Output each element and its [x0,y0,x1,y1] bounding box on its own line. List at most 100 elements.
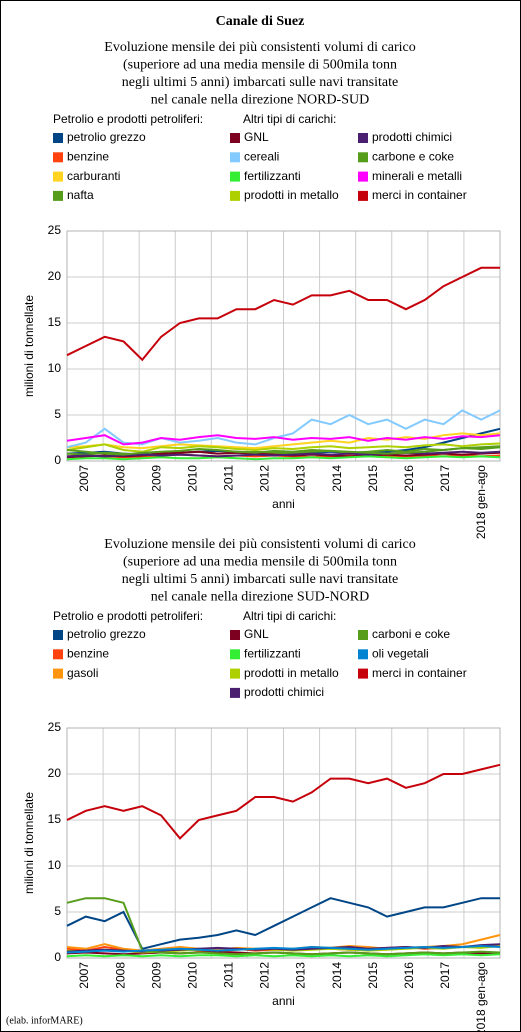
series-line [66,266,500,362]
x-tick-label: 2011 [222,465,236,491]
x-tick-label: 2008 [113,962,127,989]
legend-label: GNL [244,627,269,641]
y-tick-label: 15 [48,812,62,826]
legend-label: benzine [67,646,109,660]
legend-swatch [230,668,240,679]
chart-subtitle: (superiore ad una media mensile di 500mi… [123,58,397,73]
y-tick-label: 15 [48,315,62,329]
legend-label: carburanti [67,169,120,183]
legend-label: fertilizzanti [244,646,301,660]
series-line [66,442,501,453]
x-tick-label: 2012 [258,962,272,989]
legend-title: Petrolio e prodotti petroliferi: [53,112,203,126]
series-line [66,409,501,449]
series-line [66,953,501,958]
chart-subtitle: negli ultimi 5 anni) imbarcati sulle nav… [122,572,398,587]
x-tick-label: 2016 [402,962,416,989]
series-line [66,446,501,456]
x-tick-label: 2014 [330,465,344,492]
x-tick-label: 2007 [77,465,91,492]
legend-swatch [53,152,63,163]
legend-swatch [230,649,240,660]
legend-swatch [358,133,368,143]
series-line [66,434,501,446]
credit: (elab. inforMARE) [6,1015,83,1026]
y-tick-label: 10 [48,361,62,375]
x-tick-label: 2015 [366,465,380,492]
chart-subtitle: nel canale nella direzione SUD-NORD [151,590,369,605]
y-tick-label: 20 [48,766,62,780]
legend-swatch [358,630,368,640]
x-tick-label: 2009 [149,962,163,989]
chart-subtitle: Evoluzione mensile dei più consistenti v… [104,40,415,55]
x-tick-label: 2015 [366,962,380,989]
legend-swatch [230,190,240,201]
series-line [66,897,501,956]
legend-label: carboni e coke [372,627,450,641]
legend-swatch [53,668,63,679]
series-line [66,455,501,461]
series-line [66,450,501,458]
x-tick-label: 2018 gen-ago [474,962,488,1032]
legend-swatch [230,630,240,640]
legend-swatch [230,152,240,163]
legend-swatch [53,190,63,201]
legend-swatch [53,171,63,182]
x-tick-label: 2011 [222,962,236,988]
y-tick-label: 25 [48,720,62,734]
legend-swatch [53,630,63,640]
x-tick-label: 2013 [294,465,308,492]
y-tick-label: 5 [54,407,61,421]
x-tick-label: 2010 [185,962,199,989]
legend-label: prodotti chimici [244,685,324,699]
x-axis-label: anni [272,497,295,511]
legend-label: petrolio grezzo [67,627,146,641]
x-tick-label: 2007 [77,962,91,989]
legend-swatch [230,687,240,698]
legend-title: Petrolio e prodotti petroliferi: [53,609,203,623]
y-tick-label: 10 [48,858,62,872]
x-tick-label: 2010 [185,465,199,492]
chart-subtitle: Evoluzione mensile dei più consistenti v… [104,537,415,552]
legend-swatch [53,649,63,660]
legend-label: nafta [67,188,94,202]
y-tick-label: 25 [48,223,62,237]
y-tick-label: 0 [54,950,61,964]
legend-label: prodotti in metallo [244,188,339,202]
legend-swatch [358,152,368,163]
legend-label: fertilizzanti [244,169,301,183]
y-tick-label: 0 [54,453,61,467]
legend-label: gasoli [67,666,98,680]
legend-label: GNL [244,130,269,144]
legend-swatch [358,171,368,182]
x-axis-label: anni [272,994,295,1008]
x-tick-label: 2009 [149,465,163,492]
legend-label: benzine [67,149,109,163]
legend-title: Altri tipi di carichi: [243,609,336,623]
x-tick-label: 2018 gen-ago [474,465,488,539]
legend-label: carbone e coke [372,149,454,163]
y-axis-label: milioni di tonnellate [22,295,36,397]
x-tick-label: 2016 [402,465,416,492]
plot-border [66,230,501,462]
y-axis-label: milioni di tonnellate [22,792,36,894]
legend-label: oli vegetali [372,646,429,660]
y-tick-label: 20 [48,269,62,283]
legend-swatch [358,668,368,679]
legend-swatch [230,133,240,143]
series-line [66,763,501,840]
x-tick-label: 2017 [438,465,452,492]
legend-label: prodotti in metallo [244,666,339,680]
legend-label: cereali [244,149,279,163]
legend-label: petrolio grezzo [67,130,146,144]
chart-subtitle: (superiore ad una media mensile di 500mi… [123,555,397,570]
legend-swatch [230,171,240,182]
y-tick-label: 5 [54,904,61,918]
legend-swatch [53,133,63,143]
x-tick-label: 2012 [258,465,272,492]
plot-border [66,727,501,959]
x-tick-label: 2008 [113,465,127,492]
